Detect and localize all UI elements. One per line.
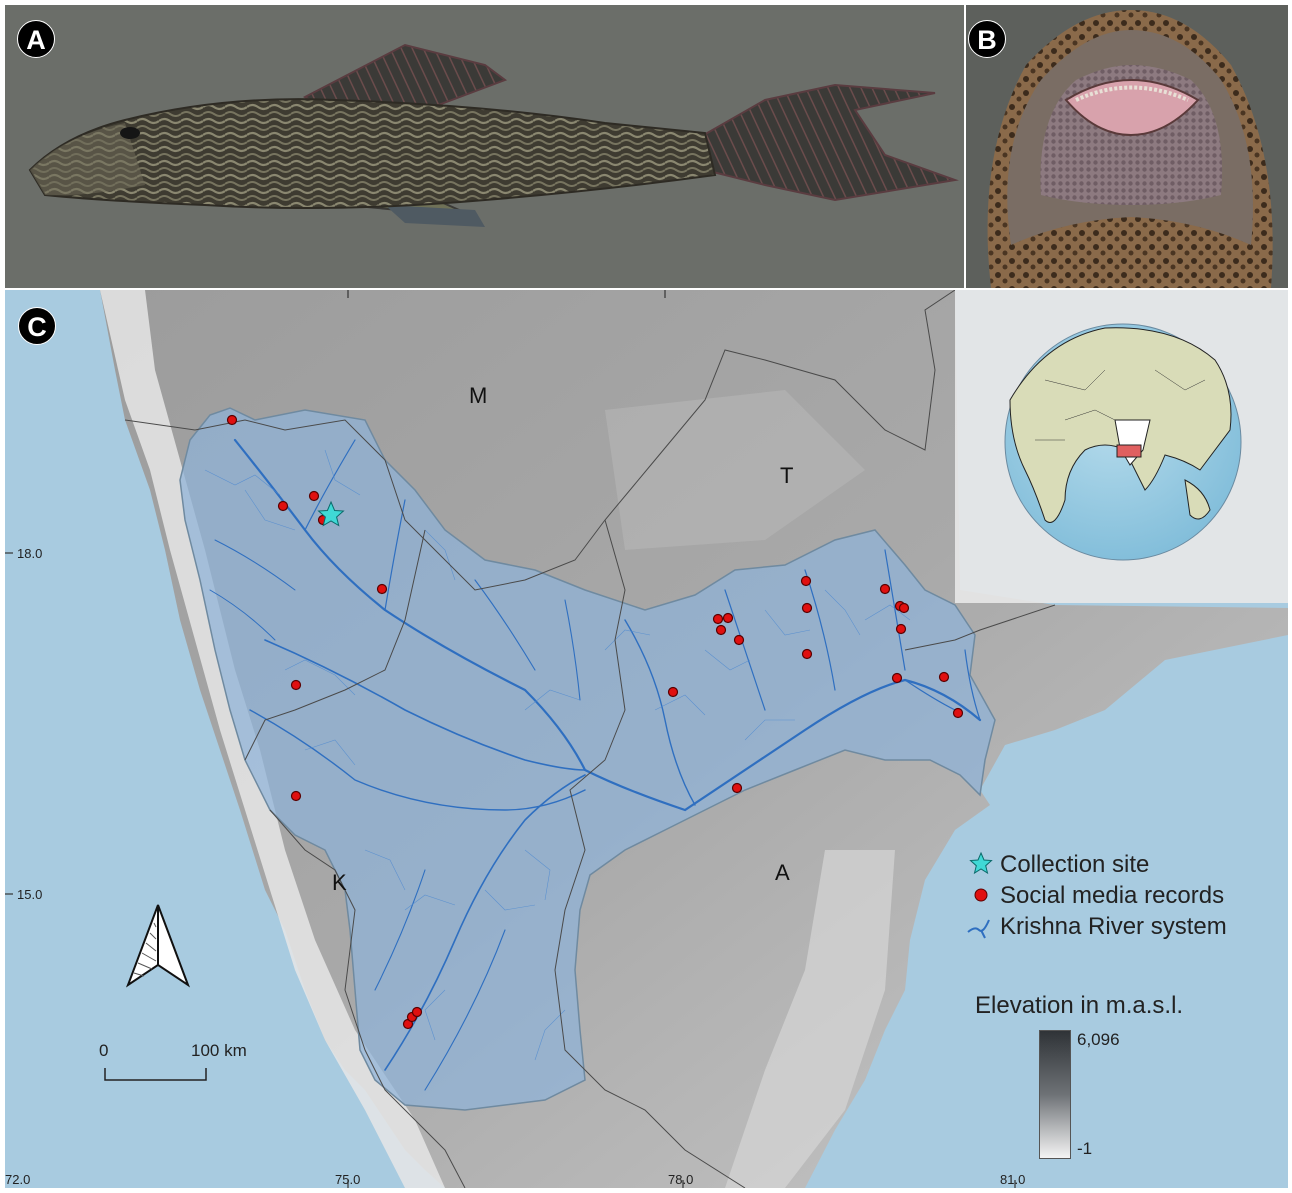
scale-start: 0	[99, 1041, 109, 1060]
record-point	[952, 707, 964, 719]
panel-label-a: A	[17, 20, 55, 58]
krishna-basin-map[interactable]	[5, 290, 1288, 1188]
panel-label-c: C	[18, 307, 56, 345]
north-arrow-icon	[125, 904, 191, 988]
photo-panel-a: A	[5, 5, 964, 288]
record-point	[879, 583, 891, 595]
legend-social-media: Social media records	[1000, 881, 1225, 909]
lon-label-72: 72.0	[5, 1172, 31, 1187]
record-point	[731, 782, 743, 794]
legend-dot-icon	[974, 888, 988, 902]
record-point	[308, 490, 320, 502]
elevation-colorbar	[1039, 1030, 1071, 1159]
legend-river-icon	[967, 919, 990, 939]
lon-label-81: 81.0	[1000, 1172, 1026, 1187]
state-label-k: K	[332, 870, 347, 895]
record-point	[733, 634, 745, 646]
record-point	[715, 624, 727, 636]
record-point	[891, 672, 903, 684]
legend-river: Krishna River system	[1000, 912, 1227, 940]
fish-mouth-image	[987, 10, 1273, 288]
record-point	[667, 686, 679, 698]
map-legend: Collection site Social media records Kri…	[1000, 849, 1227, 942]
inset-globe-map[interactable]	[955, 290, 1288, 603]
river-network	[209, 438, 982, 1091]
legend-collection-site: Collection site	[1000, 850, 1150, 878]
record-point	[712, 613, 724, 625]
lat-label-15: 15.0	[17, 887, 43, 902]
record-point	[898, 602, 910, 614]
record-point	[290, 679, 302, 691]
lon-label-78: 78.0	[668, 1172, 694, 1187]
krishna-basin	[179, 407, 996, 1111]
scale-bar	[104, 1068, 207, 1081]
record-point	[226, 414, 238, 426]
record-point	[722, 612, 734, 624]
map-panel-c[interactable]: C M T K A Collection site Social media r…	[5, 290, 1288, 1188]
state-label-a: A	[775, 860, 790, 885]
elevation-max: 6,096	[1077, 1030, 1120, 1049]
fish-lateral-image	[28, 43, 959, 227]
lat-label-18: 18.0	[17, 546, 43, 561]
record-point	[801, 648, 813, 660]
record-point	[290, 790, 302, 802]
record-point	[277, 500, 289, 512]
record-point	[895, 623, 907, 635]
legend-star-icon	[969, 851, 993, 875]
photo-panel-b: B	[966, 5, 1288, 288]
record-point	[938, 671, 950, 683]
record-point	[800, 575, 812, 587]
state-label-t: T	[780, 463, 794, 488]
scale-end: 100 km	[191, 1041, 247, 1060]
lon-label-75: 75.0	[335, 1172, 361, 1187]
record-point	[376, 583, 388, 595]
elevation-title: Elevation in m.a.s.l.	[975, 992, 1184, 1019]
state-label-m: M	[469, 383, 488, 408]
record-point	[411, 1006, 423, 1018]
elevation-min: -1	[1077, 1139, 1093, 1158]
panel-label-b: B	[968, 20, 1006, 58]
collection-site-star[interactable]	[317, 500, 345, 527]
record-point	[801, 602, 813, 614]
